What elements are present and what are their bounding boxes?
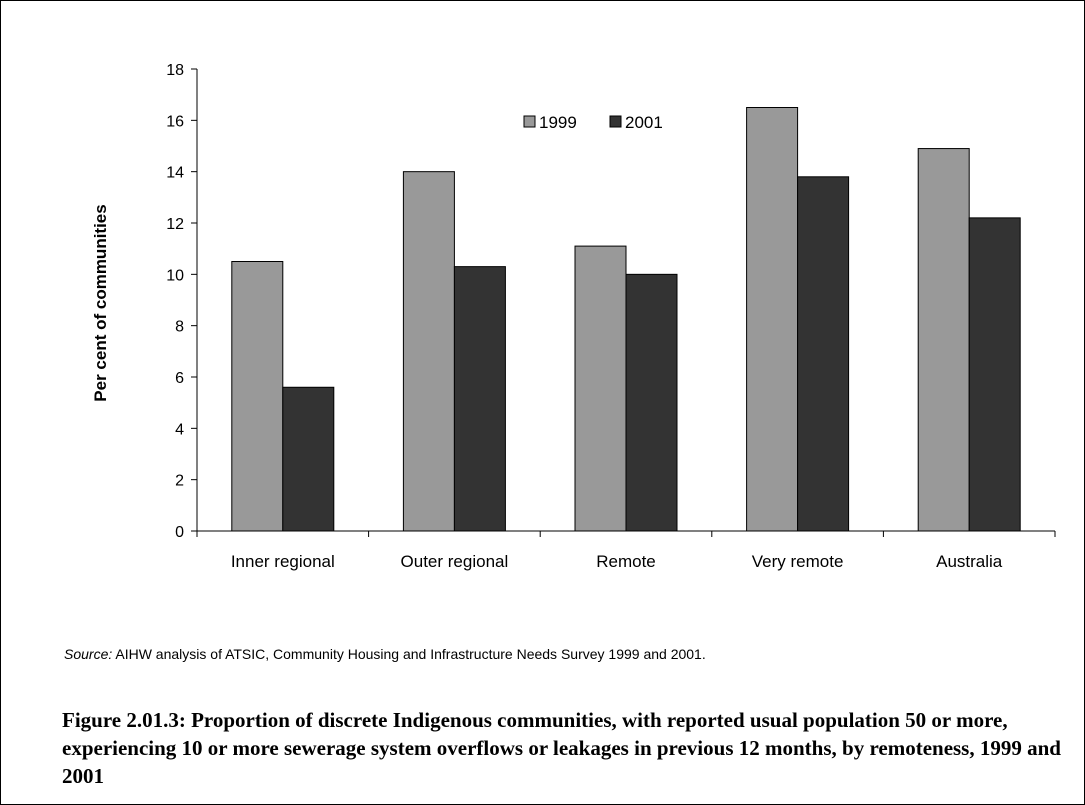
bar-2001-remote bbox=[625, 273, 678, 532]
y-axis: 0 2 4 6 8 10 12 14 16 18 bbox=[166, 62, 198, 541]
bar-1999-australia bbox=[917, 148, 970, 532]
y-tick-label: 6 bbox=[175, 370, 184, 387]
bar-2001-australia bbox=[968, 217, 1021, 532]
y-tick-label: 16 bbox=[166, 113, 184, 130]
y-tick-label: 12 bbox=[166, 216, 184, 233]
legend: 1999 2001 bbox=[523, 113, 663, 132]
y-tick-label: 18 bbox=[166, 62, 184, 79]
x-axis bbox=[196, 530, 1056, 537]
x-category-label: Remote bbox=[596, 552, 656, 571]
bars bbox=[231, 107, 1021, 532]
figure-caption: Figure 2.01.3: Proportion of discrete In… bbox=[62, 708, 1061, 788]
x-category-label: Inner regional bbox=[231, 552, 335, 571]
bar-1999-inner-regional bbox=[231, 261, 284, 532]
legend-swatch-2001 bbox=[609, 115, 622, 128]
x-category-label: Australia bbox=[936, 552, 1003, 571]
x-category-label: Very remote bbox=[752, 552, 844, 571]
bar-2001-very-remote bbox=[797, 176, 850, 532]
bar-2001-outer-regional bbox=[453, 266, 506, 532]
category-labels: Inner regional Outer regional Remote Very r… bbox=[231, 552, 1003, 571]
y-tick-label: 10 bbox=[166, 267, 184, 284]
y-axis-label: Per cent of communities bbox=[91, 204, 110, 401]
bar-2001-inner-regional bbox=[282, 386, 335, 532]
bar-1999-outer-regional bbox=[402, 171, 455, 532]
legend-swatch-1999 bbox=[523, 115, 536, 128]
bar-1999-very-remote bbox=[746, 107, 799, 532]
source-note: Source: AIHW analysis of ATSIC, Communit… bbox=[64, 646, 706, 662]
x-category-label: Outer regional bbox=[401, 552, 509, 571]
bar-chart: 0 2 4 6 8 10 12 14 16 18 Inner regional Outer regi… bbox=[91, 62, 1056, 571]
y-tick-label: 2 bbox=[175, 473, 184, 490]
source-text: AIHW analysis of ATSIC, Community Housin… bbox=[112, 646, 706, 662]
y-tick-label: 4 bbox=[175, 421, 184, 438]
legend-label-2001: 2001 bbox=[625, 113, 663, 132]
y-tick-label: 8 bbox=[175, 319, 184, 336]
y-tick-label: 0 bbox=[175, 524, 184, 541]
y-tick-label: 14 bbox=[166, 165, 184, 182]
source-label: Source: bbox=[64, 646, 113, 662]
bar-1999-remote bbox=[574, 245, 627, 532]
legend-label-1999: 1999 bbox=[539, 113, 577, 132]
